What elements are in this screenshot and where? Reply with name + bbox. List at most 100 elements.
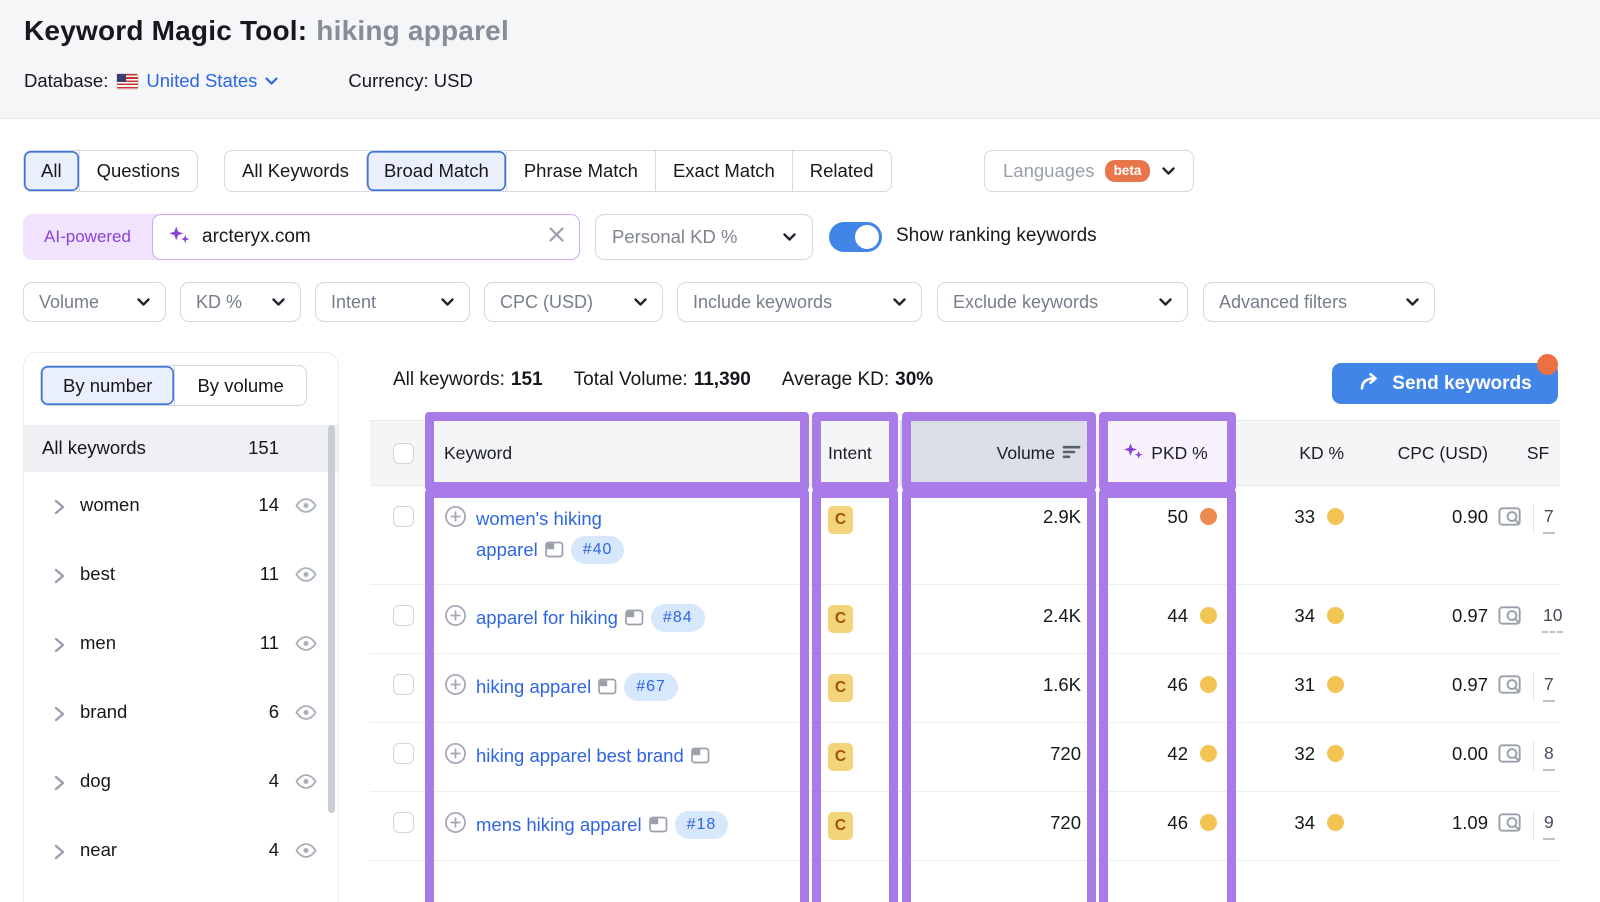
intent-badge[interactable]: C: [828, 506, 853, 534]
sidebar-sort-tab[interactable]: By volume: [174, 366, 305, 405]
send-keywords-button[interactable]: Send keywords: [1332, 363, 1558, 404]
clear-x-icon[interactable]: [548, 226, 565, 248]
column-header-sf[interactable]: SF: [1526, 442, 1550, 463]
plus-circle-icon[interactable]: [444, 811, 467, 839]
serp-features-icon[interactable]: [1498, 674, 1524, 701]
stat-value: 30%: [895, 369, 934, 390]
currency-label: Currency: USD: [348, 70, 473, 91]
kd-value: 34: [1294, 605, 1315, 626]
row-checkbox[interactable]: [393, 506, 414, 527]
sf-count-link[interactable]: 7: [1543, 674, 1555, 702]
serp-preview-icon[interactable]: [598, 673, 617, 704]
serp-preview-icon[interactable]: [544, 536, 564, 567]
chevron-right-icon[interactable]: [54, 775, 65, 796]
group-item[interactable]: men 11: [24, 610, 338, 679]
serp-preview-icon[interactable]: [648, 811, 668, 842]
group-item[interactable]: near 4: [24, 817, 338, 886]
filter-dropdown[interactable]: Exclude keywords: [937, 282, 1188, 322]
eye-icon[interactable]: [295, 842, 317, 864]
chevron-right-icon[interactable]: [54, 568, 65, 589]
serp-features-icon[interactable]: [1498, 743, 1524, 770]
table-stats: All keywords: 151 Total Volume: 11,390 Avera…: [393, 369, 933, 391]
eye-icon[interactable]: [295, 773, 317, 795]
group-label: dog: [80, 770, 111, 791]
personal-kd-dropdown[interactable]: Personal KD %: [595, 214, 813, 260]
eye-icon[interactable]: [295, 497, 317, 519]
search-input[interactable]: arcteryx.com: [152, 214, 580, 260]
sidebar-sort-tab[interactable]: By number: [41, 366, 175, 405]
group-item[interactable]: best 11: [24, 541, 338, 610]
tab-button[interactable]: Exact Match: [654, 151, 792, 191]
keyword-link[interactable]: women's hiking apparel: [476, 508, 602, 560]
position-badge[interactable]: #84: [650, 604, 705, 632]
serp-features-icon[interactable]: [1498, 506, 1524, 533]
filter-dropdown[interactable]: Include keywords: [677, 282, 922, 322]
column-header-intent[interactable]: Intent: [828, 442, 872, 463]
group-item[interactable]: brand 6: [24, 679, 338, 748]
column-header-pkd[interactable]: PKD %: [1095, 421, 1235, 485]
serp-preview-icon[interactable]: [690, 742, 710, 773]
intent-badge[interactable]: C: [828, 743, 853, 771]
select-all-checkbox[interactable]: [393, 442, 414, 464]
group-item[interactable]: women 14: [24, 472, 338, 541]
intent-badge[interactable]: C: [828, 812, 853, 840]
plus-circle-icon[interactable]: [444, 673, 467, 701]
sf-count-link[interactable]: 7: [1543, 506, 1555, 534]
filter-dropdown[interactable]: Advanced filters: [1203, 282, 1435, 322]
row-checkbox[interactable]: [393, 743, 414, 764]
chevron-right-icon[interactable]: [54, 499, 65, 520]
intent-badge[interactable]: C: [828, 674, 853, 702]
chevron-right-icon[interactable]: [54, 637, 65, 658]
group-count: 6: [268, 701, 279, 722]
tab-button[interactable]: Related: [791, 151, 891, 191]
filter-dropdown[interactable]: CPC (USD): [484, 282, 663, 322]
languages-dropdown[interactable]: Languages beta: [984, 150, 1195, 192]
chevron-right-icon[interactable]: [54, 706, 65, 727]
column-header-keyword[interactable]: Keyword: [444, 442, 513, 463]
keyword-link[interactable]: hiking apparel: [476, 676, 592, 697]
position-badge[interactable]: #18: [674, 811, 729, 839]
pkd-value: 46: [1167, 674, 1188, 695]
tab-button[interactable]: Phrase Match: [505, 151, 655, 191]
keyword-link[interactable]: mens hiking apparel: [476, 814, 642, 835]
sidebar-scrollbar[interactable]: [328, 425, 335, 813]
filter-dropdown[interactable]: KD %: [180, 282, 301, 322]
tab-button[interactable]: All: [24, 151, 79, 191]
tab-button[interactable]: Broad Match: [365, 151, 506, 191]
column-header-cpc[interactable]: CPC (USD): [1397, 442, 1488, 463]
all-keywords-row[interactable]: All keywords 151: [24, 425, 338, 472]
column-header-volume[interactable]: Volume: [900, 421, 1095, 485]
sf-cell: 9: [1490, 792, 1560, 860]
intent-badge[interactable]: C: [828, 605, 853, 633]
tab-button[interactable]: Questions: [78, 151, 197, 191]
row-checkbox[interactable]: [393, 674, 414, 695]
eye-icon[interactable]: [295, 704, 317, 726]
serp-preview-icon[interactable]: [625, 604, 644, 635]
sf-count-link[interactable]: 8: [1543, 743, 1555, 771]
row-checkbox[interactable]: [393, 812, 414, 833]
filter-dropdown[interactable]: Volume: [23, 282, 166, 322]
row-checkbox[interactable]: [393, 605, 414, 626]
chevron-right-icon[interactable]: [54, 844, 65, 865]
ranking-toggle[interactable]: [829, 222, 882, 252]
position-badge[interactable]: #40: [570, 536, 625, 564]
group-count: 4: [268, 770, 279, 791]
group-item[interactable]: dog 4: [24, 748, 338, 817]
column-header-kd[interactable]: KD %: [1299, 442, 1344, 463]
sf-count-link[interactable]: 10: [1542, 605, 1564, 633]
eye-icon[interactable]: [295, 566, 317, 588]
tab-button[interactable]: All Keywords: [225, 151, 366, 191]
database-select[interactable]: United States: [146, 70, 279, 92]
filter-dropdown[interactable]: Intent: [315, 282, 470, 322]
serp-features-icon[interactable]: [1498, 605, 1524, 632]
sf-count-link[interactable]: 9: [1543, 812, 1555, 840]
plus-circle-icon[interactable]: [444, 505, 467, 533]
eye-icon[interactable]: [295, 635, 317, 657]
chevron-down-icon: [441, 297, 454, 307]
keyword-link[interactable]: hiking apparel best brand: [476, 745, 684, 766]
plus-circle-icon[interactable]: [444, 742, 467, 770]
keyword-link[interactable]: apparel for hiking: [476, 607, 618, 628]
position-badge[interactable]: #67: [624, 673, 678, 701]
plus-circle-icon[interactable]: [444, 604, 467, 632]
serp-features-icon[interactable]: [1498, 812, 1524, 839]
